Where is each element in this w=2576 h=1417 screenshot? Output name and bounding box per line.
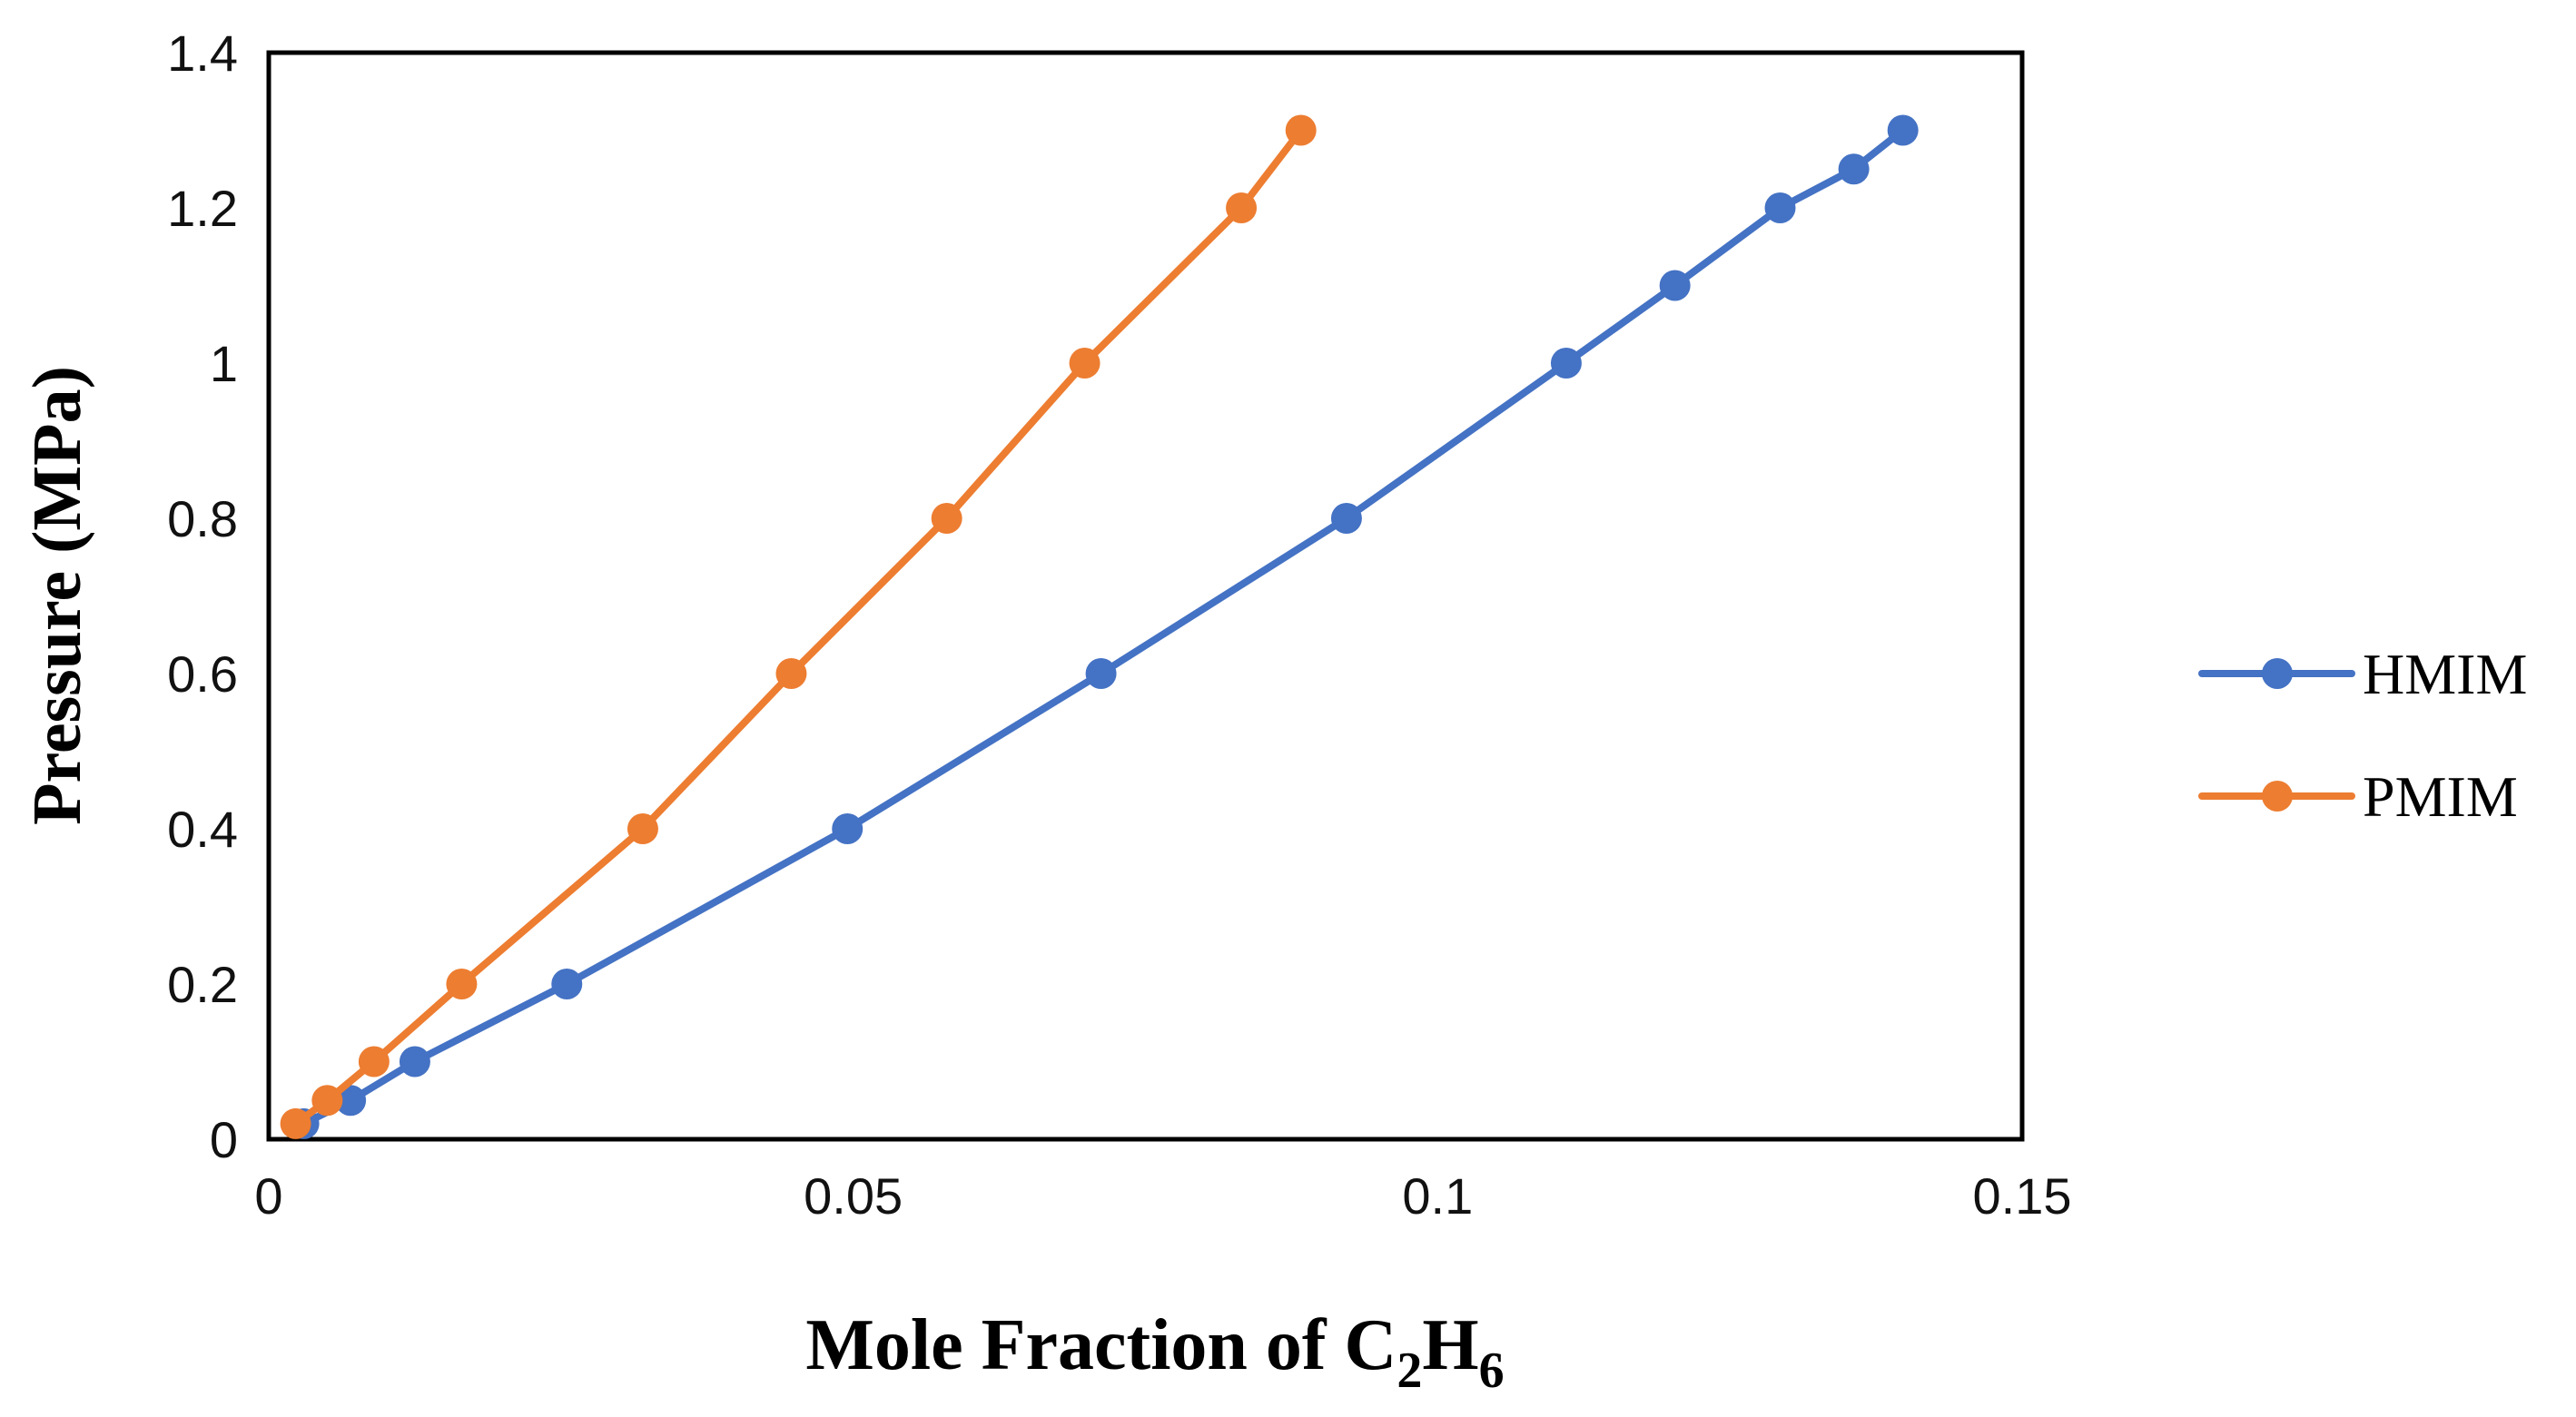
x-axis-title: Mole Fraction of C2H6	[805, 1305, 1504, 1399]
y-tick-label: 0.2	[167, 956, 238, 1013]
y-tick-label: 1.4	[167, 25, 238, 82]
data-point-pmim	[1069, 348, 1100, 379]
data-point-pmim	[358, 1046, 390, 1078]
data-point-pmim	[311, 1085, 343, 1117]
y-axis-title: Pressure (MPa)	[19, 366, 95, 825]
data-point-pmim	[280, 1107, 311, 1139]
data-point-hmim	[551, 969, 583, 999]
data-point-hmim	[335, 1085, 367, 1117]
x-axis-ticks: 0 0.05 0.1 0.15	[254, 1167, 2071, 1225]
data-point-hmim	[1659, 270, 1691, 301]
legend-label-hmim: HMIM	[2363, 642, 2527, 706]
x-axis-title-mid: H	[1422, 1305, 1478, 1385]
x-tick-label: 0.15	[1973, 1167, 2072, 1225]
data-point-pmim	[1285, 114, 1317, 146]
legend-label-pmim: PMIM	[2363, 764, 2518, 829]
plot-area	[266, 50, 2025, 1142]
legend: HMIM PMIM	[2198, 642, 2527, 829]
y-tick-label: 0.4	[167, 801, 238, 858]
legend-marker-hmim	[2262, 658, 2293, 689]
x-axis-title-sub2: 6	[1479, 1343, 1505, 1399]
data-point-hmim	[1887, 114, 1919, 146]
y-tick-label: 0	[210, 1111, 238, 1168]
y-tick-label: 0.6	[167, 645, 238, 703]
legend-marker-pmim	[2262, 781, 2293, 812]
series-layer	[280, 114, 1919, 1139]
data-point-hmim	[399, 1046, 430, 1078]
data-point-pmim	[446, 969, 478, 999]
x-tick-label: 0	[254, 1167, 282, 1225]
y-tick-label: 1.2	[167, 180, 238, 237]
x-tick-label: 0.05	[804, 1167, 903, 1225]
data-point-pmim	[1226, 192, 1258, 223]
data-point-hmim	[1330, 503, 1362, 534]
data-point-hmim	[1764, 192, 1796, 223]
x-tick-label: 0.1	[1402, 1167, 1473, 1225]
x-axis-title-sub1: 2	[1397, 1343, 1422, 1399]
data-point-hmim	[1550, 348, 1582, 379]
data-point-hmim	[1838, 153, 1870, 185]
data-point-pmim	[775, 658, 807, 689]
y-tick-label: 1	[210, 335, 238, 392]
data-point-pmim	[627, 813, 658, 844]
series-line-pmim	[291, 126, 1305, 1127]
y-axis-ticks: 0 0.2 0.4 0.6 0.8 1 1.2 1.4	[167, 25, 238, 1168]
data-point-hmim	[1085, 658, 1117, 689]
data-point-pmim	[931, 503, 962, 534]
data-point-hmim	[832, 813, 864, 844]
x-axis-title-main: Mole Fraction of C	[805, 1305, 1397, 1385]
y-tick-label: 0.8	[167, 490, 238, 547]
